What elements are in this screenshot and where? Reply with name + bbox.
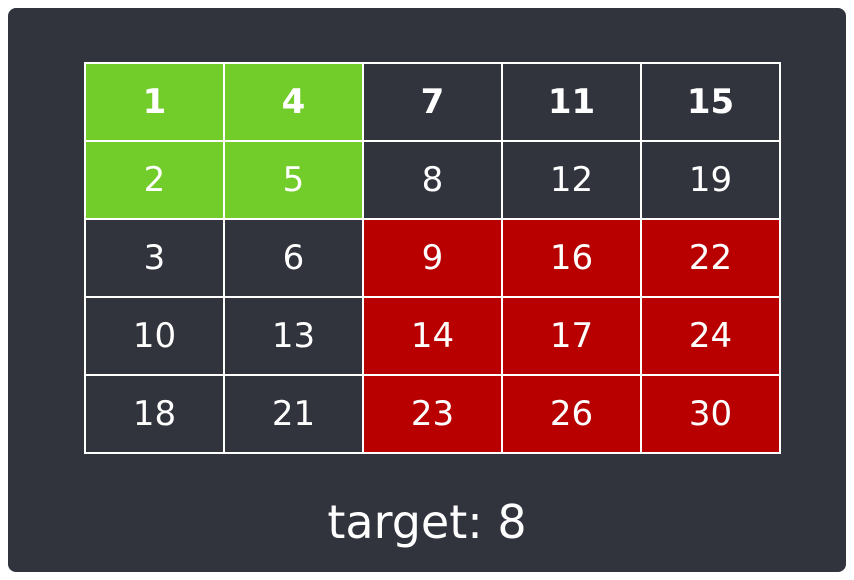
matrix-cell: 18 xyxy=(84,374,225,454)
matrix-cell: 13 xyxy=(223,296,364,376)
matrix-cell: 15 xyxy=(640,62,781,142)
matrix-row: 3 6 9 16 22 xyxy=(84,218,781,298)
matrix-row: 2 5 8 12 19 xyxy=(84,140,781,220)
matrix-cell: 9 xyxy=(362,218,503,298)
matrix-cell: 19 xyxy=(640,140,781,220)
matrix-cell: 16 xyxy=(501,218,642,298)
matrix-cell: 12 xyxy=(501,140,642,220)
matrix-cell: 2 xyxy=(84,140,225,220)
matrix-cell: 23 xyxy=(362,374,503,454)
matrix-cell: 1 xyxy=(84,62,225,142)
target-label: target: 8 xyxy=(327,495,527,549)
matrix-row: 1 4 7 11 15 xyxy=(84,62,781,142)
matrix-cell: 4 xyxy=(223,62,364,142)
matrix-cell: 7 xyxy=(362,62,503,142)
matrix-cell: 17 xyxy=(501,296,642,376)
matrix-cell: 24 xyxy=(640,296,781,376)
matrix-cell: 10 xyxy=(84,296,225,376)
matrix-cell: 6 xyxy=(223,218,364,298)
matrix-cell: 3 xyxy=(84,218,225,298)
matrix-cell: 30 xyxy=(640,374,781,454)
matrix-cell: 21 xyxy=(223,374,364,454)
sorted-matrix-grid: 1 4 7 11 15 2 5 8 12 19 3 6 9 16 22 10 1… xyxy=(84,62,781,454)
matrix-cell: 22 xyxy=(640,218,781,298)
matrix-cell: 11 xyxy=(501,62,642,142)
matrix-cell: 8 xyxy=(362,140,503,220)
matrix-cell: 5 xyxy=(223,140,364,220)
matrix-cell: 26 xyxy=(501,374,642,454)
matrix-row: 10 13 14 17 24 xyxy=(84,296,781,376)
matrix-cell: 14 xyxy=(362,296,503,376)
matrix-row: 18 21 23 26 30 xyxy=(84,374,781,454)
